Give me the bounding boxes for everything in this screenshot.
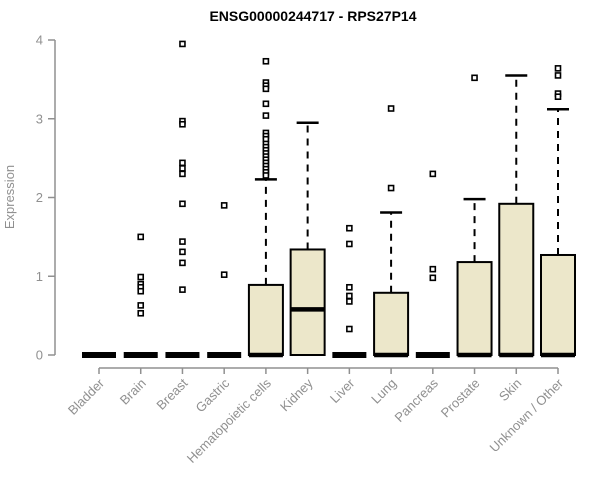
y-tick-label: 3 [36,111,43,126]
outlier-point [179,170,186,178]
x-label-skin: Skin [496,376,524,404]
x-label-breast: Breast [153,375,190,412]
outlier-point [179,165,186,172]
y-tick-label: 1 [36,269,43,284]
x-label-unknown-other: Unknown / Other [487,375,567,455]
x-label-liver: Liver [327,375,358,406]
outlier-point [179,120,186,128]
outlier-point [262,85,270,93]
x-label-gastric: Gastric [193,375,233,415]
outlier-point [387,184,395,192]
plot-area [82,40,576,358]
y-tick-label: 4 [36,33,43,48]
outlier-point [554,72,562,79]
chart-title: ENSG00000244717 - RPS27P14 [209,8,416,24]
x-label-brain: Brain [117,376,149,408]
boxplot-kidney [289,121,326,357]
box-rect [373,291,410,357]
outlier-point [554,65,562,72]
boxplot-gastric [207,202,242,358]
boxplot-breast [165,40,200,358]
collapsed-box [82,352,116,358]
outlier-point [137,302,145,309]
outlier-point [137,287,145,295]
outlier-point [471,74,478,82]
box-rect [498,202,535,356]
outlier-point [179,238,186,245]
collapsed-box [207,352,242,358]
outlier-point [346,298,353,305]
collapsed-box [332,352,367,358]
boxplot-bladder [82,352,116,358]
y-axis: 0 1 2 3 4 [36,33,56,363]
boxplot-lung [373,105,410,358]
outlier-point [179,200,186,208]
outlier-point [137,233,145,241]
y-tick-label: 0 [36,348,43,363]
outlier-point [179,259,186,267]
outlier-point [262,172,270,179]
box-rect [456,261,493,357]
outlier-point [179,248,186,256]
x-label-kidney: Kidney [277,375,316,414]
outlier-point [179,159,186,167]
x-label-bladder: Bladder [65,375,108,418]
outlier-point [137,273,145,281]
outlier-point [262,112,270,119]
box-rect [289,248,326,357]
x-label-pancreas: Pancreas [391,375,441,425]
boxplot-skin [498,74,535,358]
y-tick-label: 2 [36,190,43,205]
outlier-point [262,57,270,65]
outlier-point [429,274,437,282]
outlier-point [429,265,437,273]
boxplot-liver [332,224,367,358]
box-rect [247,283,284,357]
outlier-point [346,325,353,333]
outlier-point [387,105,395,112]
x-label-lung: Lung [368,376,399,407]
collapsed-box [165,352,200,358]
outlier-point [346,224,353,232]
boxplot-unknown-other [540,65,576,358]
outlier-point [554,93,562,100]
box-rect [540,253,576,356]
outlier-point [179,40,186,48]
y-axis-title: Expression [2,165,17,229]
outlier-point [346,292,353,300]
outlier-point [346,240,353,248]
collapsed-box [123,352,158,358]
boxplot-pancreas [415,170,450,358]
boxplot-prostate [456,74,493,358]
collapsed-box [415,352,450,358]
outlier-point [137,309,145,317]
x-label-prostate: Prostate [438,376,483,421]
outlier-point [262,100,270,108]
boxplot-brain [123,233,158,358]
outlier-point [220,202,228,209]
outlier-point [179,286,186,293]
outlier-point [220,271,228,278]
outlier-point [429,170,437,178]
outlier-point [346,283,353,291]
boxplot-hematopoietic-cells [247,57,284,358]
